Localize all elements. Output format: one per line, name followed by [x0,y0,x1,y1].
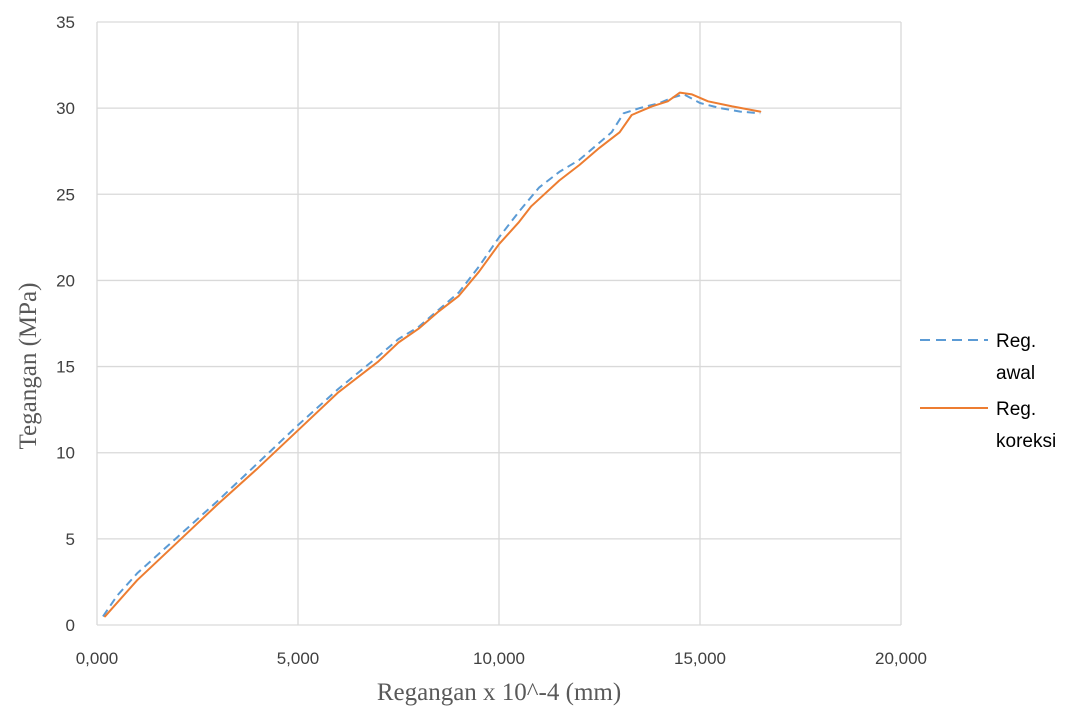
legend-label: Reg. [996,331,1036,352]
y-tick-label: 35 [56,13,75,32]
y-tick-label: 5 [66,530,75,549]
y-tick-label: 15 [56,358,75,377]
y-axis-ticks: 0 5 10 15 20 25 30 35 [56,13,75,635]
y-tick-label: 30 [56,99,75,118]
x-tick-label: 20,000 [875,649,927,668]
x-axis-title: Regangan x 10^-4 (mm) [377,679,621,706]
y-tick-label: 20 [56,271,75,290]
x-tick-label: 15,000 [674,649,726,668]
series-line-reg-koreksi [104,91,762,618]
y-tick-label: 10 [56,444,75,463]
y-axis-title: Tegangan (MPa) [15,283,42,450]
x-tick-label: 5,000 [277,649,320,668]
legend-label: koreksi [996,431,1056,452]
legend: Reg. awal Reg. koreksi [920,331,1056,452]
grid-lines [96,21,902,626]
y-tick-label: 0 [66,616,75,635]
x-axis-ticks: 0,000 5,000 10,000 15,000 20,000 [76,649,927,668]
legend-label: Reg. [996,399,1036,420]
legend-label: awal [996,363,1035,384]
y-tick-label: 25 [56,185,75,204]
x-tick-label: 0,000 [76,649,119,668]
x-tick-label: 10,000 [473,649,525,668]
series-layer [102,91,762,618]
